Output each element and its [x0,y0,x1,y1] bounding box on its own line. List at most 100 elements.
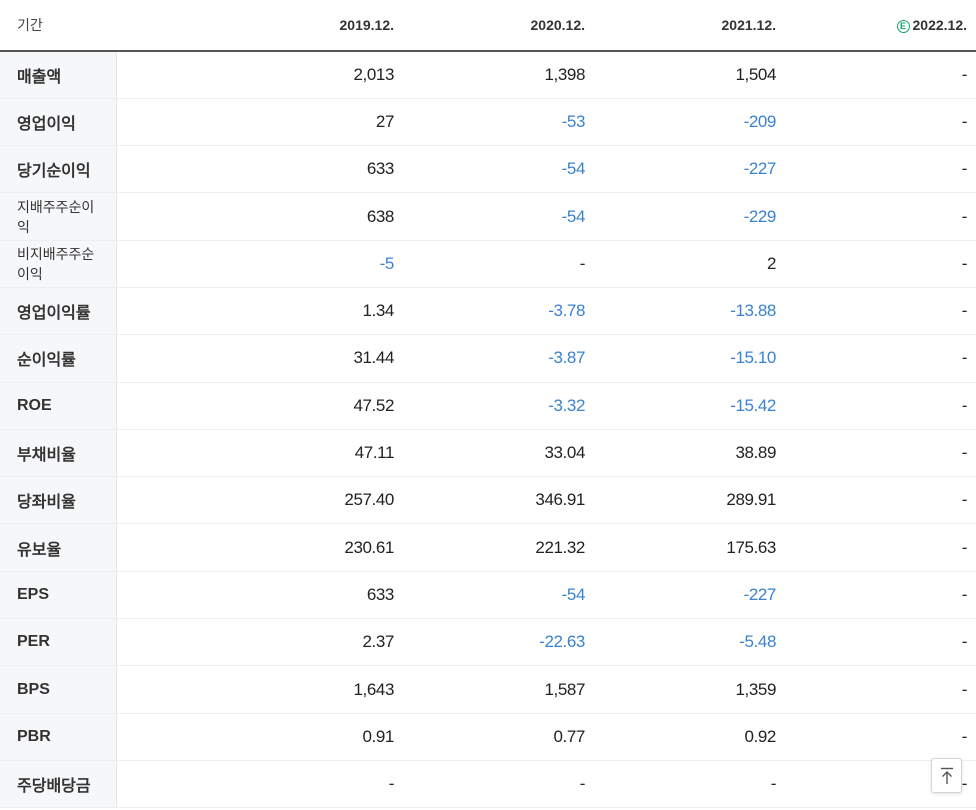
value-cell: - [785,382,976,430]
table-row: 유보율 230.61 221.32 175.63- [0,523,976,572]
row-label: 주당배당금 [0,759,117,809]
value-cell: - [785,286,976,336]
value-cell: - [403,759,594,809]
value-cell: - [785,240,976,288]
value-cell: -5 [116,240,403,288]
value-cell: 38.89 [594,428,785,478]
table-row: 주당배당금 - - - - [0,759,976,809]
value-cell: 1.34 [116,286,403,336]
table-row: BPS 1,643 1,587 1,359- [0,665,976,714]
value-cell: - [785,334,976,383]
value-cell: 33.04 [403,428,594,478]
value-cell: 633 [116,570,403,620]
table-row: 순이익률 31.44 -3.87 -15.10- [0,334,976,383]
value-cell: 47.52 [116,382,403,430]
value-cell: -209 [594,98,785,147]
value-cell: - [785,476,976,525]
value-cell: 289.91 [594,476,785,525]
table-row: 매출액 2,013 1,398 1,504- [0,51,976,99]
value-cell: -3.32 [403,382,594,430]
table-row: 당좌비율 257.40 346.91 289.91- [0,476,976,525]
value-cell: - [116,759,403,809]
scroll-to-top-button[interactable] [931,758,962,793]
value-cell: 638 [116,192,403,241]
row-label: 비지배주주순이익 [0,240,117,288]
row-label: 당좌비율 [0,476,117,525]
table-row: ROE 47.52 -3.32 -15.42- [0,382,976,430]
row-label: 당기순이익 [0,145,117,194]
value-cell: 2.37 [116,618,403,667]
row-label: 지배주주순이익 [0,192,117,241]
row-label: 매출액 [0,51,117,99]
year-header-2020: 2020.12. [403,0,594,52]
value-cell: -229 [594,192,785,241]
value-cell: 1,643 [116,665,403,714]
row-label: 순이익률 [0,334,117,383]
value-cell: 31.44 [116,334,403,383]
value-cell: 0.91 [116,713,403,761]
period-header: 기간 [0,0,116,52]
value-cell: -15.10 [594,334,785,383]
value-cell: 1,398 [403,51,594,99]
table-row: 비지배주주순이익 -5-2- [0,240,976,288]
value-cell: -227 [594,570,785,620]
year-header-2019: 2019.12. [116,0,403,52]
table-row: 영업이익 27 -53 -209- [0,98,976,147]
value-cell: - [785,713,976,761]
value-cell: - [785,665,976,714]
table-row: PBR 0.91 0.77 0.92- [0,713,976,761]
value-cell: -53 [403,98,594,147]
table-row: EPS 633 -54 -227- [0,570,976,620]
row-label: 유보율 [0,523,117,572]
value-cell: 221.32 [403,523,594,572]
year-header-2022-label: 2022.12. [912,17,968,33]
value-cell: 175.63 [594,523,785,572]
table-row: PER 2.37 -22.63 -5.48- [0,618,976,667]
table-row: 지배주주순이익 638 -54 -229- [0,192,976,241]
value-cell: -54 [403,145,594,194]
table-row: 당기순이익 633 -54 -227- [0,145,976,194]
value-cell: 27 [116,98,403,147]
value-cell: 47.11 [116,428,403,478]
value-cell: - [785,145,976,194]
year-header-2021: 2021.12. [594,0,785,52]
row-label: BPS [0,665,117,714]
value-cell: 0.77 [403,713,594,761]
value-cell: 2,013 [116,51,403,99]
value-cell: -227 [594,145,785,194]
year-header-2022-estimate: E 2022.12. [785,0,976,52]
row-label: EPS [0,570,117,620]
value-cell: - [785,428,976,478]
value-cell: -54 [403,192,594,241]
value-cell: - [785,570,976,620]
value-cell: - [785,51,976,99]
value-cell: - [785,192,976,241]
header-row: 기간 2019.12. 2020.12. 2021.12. E 2022.12. [0,0,976,52]
value-cell: 1,359 [594,665,785,714]
value-cell: -13.88 [594,286,785,336]
value-cell: 633 [116,145,403,194]
arrow-up-to-top-icon [941,767,953,784]
table-row: 영업이익률 1.34 -3.78 -13.88- [0,286,976,336]
table-row: 부채비율 47.11 33.04 38.89- [0,428,976,478]
row-label: 영업이익 [0,98,117,147]
value-cell: - [785,98,976,147]
value-cell: 1,587 [403,665,594,714]
value-cell: - [594,759,785,809]
value-cell: -54 [403,570,594,620]
row-label: PBR [0,713,117,761]
value-cell: 0.92 [594,713,785,761]
value-cell: - [785,523,976,572]
value-cell: 1,504 [594,51,785,99]
row-label: 부채비율 [0,428,117,478]
value-cell: 2 [594,240,785,288]
row-label: 영업이익률 [0,286,117,336]
row-label: ROE [0,382,117,430]
value-cell: -3.78 [403,286,594,336]
value-cell: -15.42 [594,382,785,430]
estimate-badge-icon: E [896,20,910,33]
value-cell: -22.63 [403,618,594,667]
value-cell: 230.61 [116,523,403,572]
